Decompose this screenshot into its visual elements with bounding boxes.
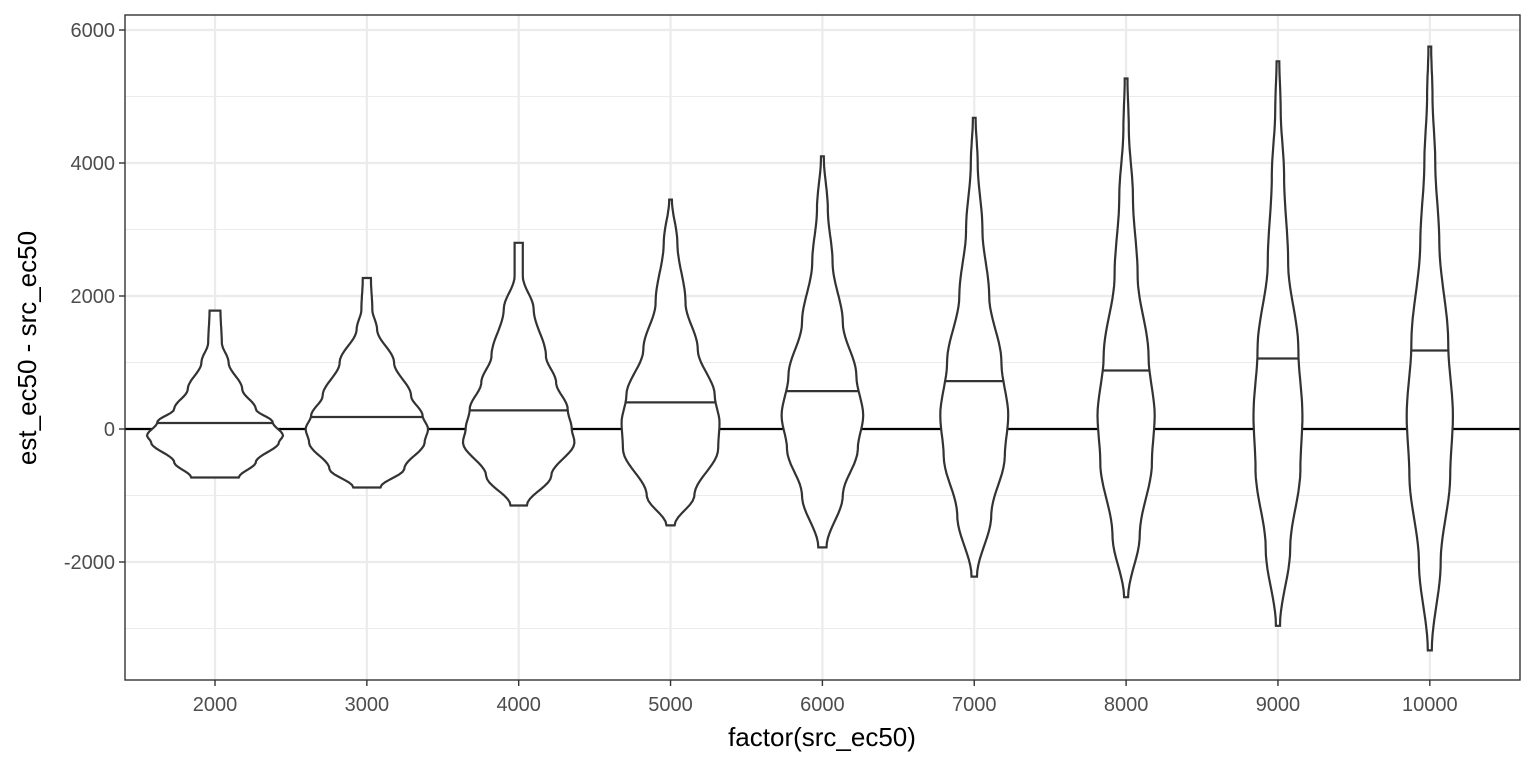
x-tick-label: 9000 [1256, 694, 1301, 716]
x-axis-title: factor(src_ec50) [728, 722, 916, 752]
x-tick-label: 7000 [952, 694, 997, 716]
x-tick-label: 4000 [496, 694, 541, 716]
violin-4000 [461, 241, 576, 507]
y-tick-label: 4000 [71, 153, 116, 175]
x-axis-ticks: 2000 3000 4000 5000 6000 7000 8000 9000 10000 [193, 680, 1458, 716]
violin-2000 [145, 309, 285, 479]
violin-10000 [1405, 45, 1455, 652]
x-tick-label: 6000 [800, 694, 845, 716]
violins [145, 45, 1455, 652]
y-tick-label: 2000 [71, 286, 116, 308]
x-tick-label: 2000 [193, 694, 238, 716]
x-tick-label: 5000 [648, 694, 693, 716]
violin-6000 [780, 155, 865, 549]
y-tick-label: 0 [104, 419, 115, 441]
violin-9000 [1252, 60, 1304, 627]
x-tick-label: 8000 [1104, 694, 1149, 716]
violin-8000 [1096, 77, 1156, 599]
violin-5000 [620, 198, 721, 527]
x-tick-label: 10000 [1402, 694, 1458, 716]
y-axis-title: est_ec50 - src_ec50 [12, 231, 42, 465]
violin-7000 [939, 116, 1010, 578]
y-axis-ticks: 6000 4000 2000 0 -2000 [64, 20, 125, 574]
y-tick-label: 6000 [71, 20, 116, 42]
x-tick-label: 3000 [345, 694, 390, 716]
y-tick-label: -2000 [64, 552, 115, 574]
